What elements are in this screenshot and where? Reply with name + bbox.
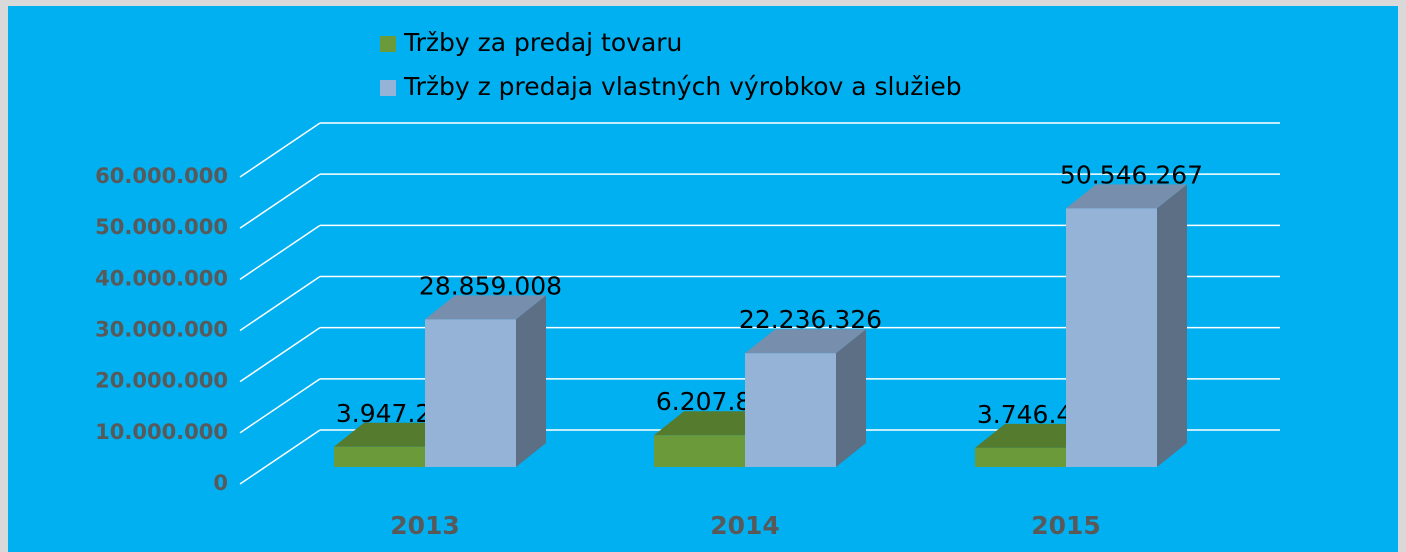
grid-line — [239, 429, 321, 485]
bar-front — [654, 435, 745, 467]
y-tick-label: 20.000.000 — [95, 369, 228, 393]
grid-line — [239, 173, 321, 229]
data-label: 50.546.267 — [1060, 160, 1203, 189]
bar-side — [516, 295, 546, 467]
bar-side — [1157, 184, 1187, 468]
grid-line — [239, 275, 321, 332]
x-tick-label: 2014 — [710, 511, 780, 540]
y-tick-label: 10.000.000 — [95, 420, 228, 444]
bar-front — [425, 319, 516, 467]
bar-front — [1066, 208, 1157, 468]
data-label: 22.236.326 — [739, 305, 882, 334]
bar-top — [654, 411, 775, 436]
y-tick-label: 60.000.000 — [95, 164, 228, 188]
bar-front — [975, 447, 1066, 467]
bar — [1066, 184, 1187, 468]
x-tick-label: 2013 — [390, 511, 460, 540]
bar-top — [334, 422, 455, 447]
bar — [425, 295, 546, 467]
bar-top — [975, 423, 1096, 448]
bar-top — [745, 329, 866, 354]
grid-line — [239, 327, 321, 383]
grid-line — [239, 122, 321, 178]
bar-side — [836, 329, 866, 467]
bar — [745, 329, 866, 467]
x-tick-label: 2015 — [1031, 511, 1101, 540]
bar-top — [1066, 184, 1187, 209]
legend-swatch — [380, 80, 396, 96]
bar-top — [425, 295, 546, 320]
y-tick-label: 30.000.000 — [95, 318, 228, 342]
bar-front — [334, 446, 425, 467]
bar-front — [745, 353, 836, 467]
grid-line — [239, 378, 321, 434]
y-tick-label: 40.000.000 — [95, 266, 228, 290]
legend-label: Tržby z predaja vlastných výrobkov a slu… — [403, 72, 962, 101]
data-label: 28.859.008 — [419, 271, 562, 300]
legend-swatch — [380, 36, 396, 52]
grid-line — [239, 224, 321, 280]
bar — [975, 423, 1096, 467]
y-tick-label: 0 — [213, 471, 228, 495]
legend-label: Tržby za predaj tovaru — [403, 28, 682, 57]
y-tick-label: 50.000.000 — [95, 215, 228, 239]
